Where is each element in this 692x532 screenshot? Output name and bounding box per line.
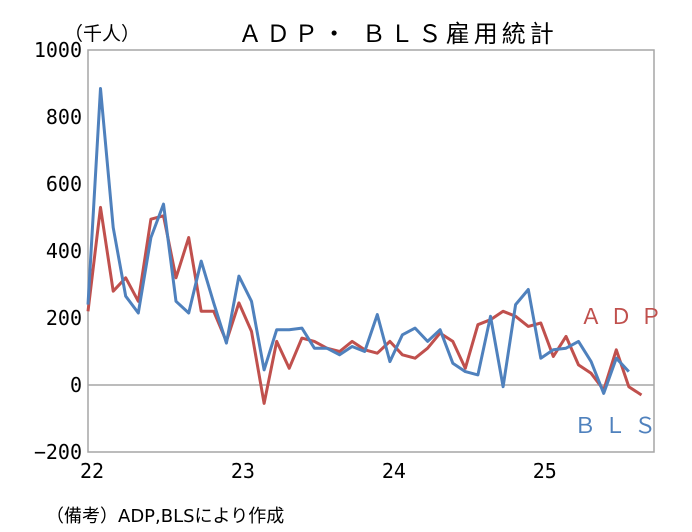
x-tick-label: 23 bbox=[231, 459, 255, 483]
y-tick-label: 600 bbox=[46, 172, 82, 196]
series-lines bbox=[86, 87, 643, 405]
y-tick-label: 800 bbox=[46, 105, 82, 129]
y-tick-label: 200 bbox=[46, 306, 82, 330]
plot-frame bbox=[87, 49, 655, 453]
y-tick-label: 0 bbox=[70, 373, 82, 397]
series-line-adp bbox=[86, 205, 643, 405]
source-note: （備考）ADP,BLSにより作成 bbox=[46, 506, 284, 527]
series-line-bls bbox=[86, 87, 630, 395]
x-tick-label: 22 bbox=[80, 459, 104, 483]
series-label-bls: ＢＬＳ bbox=[574, 414, 664, 439]
chart-title: ＡＤＰ・ ＢＬＳ雇用統計 bbox=[238, 20, 558, 48]
y-tick-label: −200 bbox=[34, 440, 82, 464]
y-tick-label: 1000 bbox=[34, 38, 82, 62]
x-axis-ticks: 22 23 24 25 bbox=[80, 459, 557, 483]
y-axis-ticks: −200 0 200 400 600 800 1000 bbox=[34, 38, 82, 464]
series-label-adp: ＡＤＰ bbox=[580, 305, 670, 330]
y-unit-label: （千人） bbox=[64, 23, 140, 45]
y-tick-label: 400 bbox=[46, 239, 82, 263]
x-tick-label: 24 bbox=[382, 459, 406, 483]
x-tick-label: 25 bbox=[533, 459, 557, 483]
